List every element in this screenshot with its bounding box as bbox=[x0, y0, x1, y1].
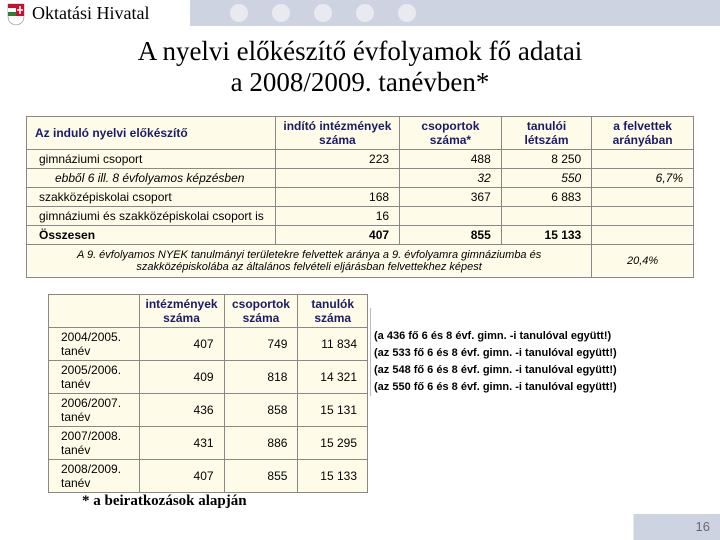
table-years: intézmények száma csoportok száma tanuló… bbox=[48, 294, 368, 493]
col-header: indító intézmények száma bbox=[275, 117, 399, 150]
cell: 15 295 bbox=[298, 427, 368, 460]
cell: 8 250 bbox=[501, 150, 591, 169]
cell: 407 bbox=[275, 226, 399, 245]
row-label: 2005/2006. tanév bbox=[49, 361, 140, 394]
cell: 855 bbox=[224, 460, 298, 493]
table-total-row: Összesen 407 855 15 133 bbox=[27, 226, 694, 245]
header-decor-circles bbox=[230, 4, 416, 22]
cell bbox=[275, 169, 399, 188]
side-divider bbox=[370, 308, 371, 396]
title-line-2: a 2008/2009. tanévben* bbox=[231, 67, 490, 97]
table-row: 2008/2009. tanév 407 855 15 133 bbox=[49, 460, 368, 493]
row-label: 2007/2008. tanév bbox=[49, 427, 140, 460]
col-header: intézmények száma bbox=[139, 295, 224, 328]
side-note: (az 550 fő 6 és 8 évf. gimn. -i tanulóva… bbox=[374, 379, 617, 396]
table-row: 2004/2005. tanév 407 749 11 834 bbox=[49, 328, 368, 361]
table-main: Az induló nyelvi előkészítő indító intéz… bbox=[26, 116, 694, 278]
row-label: szakközépiskolai csoport bbox=[27, 188, 276, 207]
cell: 223 bbox=[275, 150, 399, 169]
cell: 168 bbox=[275, 188, 399, 207]
cell: 15 133 bbox=[298, 460, 368, 493]
cell bbox=[592, 207, 694, 226]
cell: 32 bbox=[400, 169, 502, 188]
cell: 488 bbox=[400, 150, 502, 169]
table-row: ebből 6 ill. 8 évfolyamos képzésben 32 5… bbox=[27, 169, 694, 188]
cell: 886 bbox=[224, 427, 298, 460]
cell: 855 bbox=[400, 226, 502, 245]
row-label: 2008/2009. tanév bbox=[49, 460, 140, 493]
cell: 431 bbox=[139, 427, 224, 460]
org-name: Oktatási Hivatal bbox=[32, 3, 149, 24]
cell: 407 bbox=[139, 460, 224, 493]
footnote: * a beiratkozások alapján bbox=[82, 493, 247, 510]
cell: 14 321 bbox=[298, 361, 368, 394]
cell bbox=[592, 188, 694, 207]
row-label: Összesen bbox=[27, 226, 276, 245]
coat-of-arms-icon bbox=[6, 2, 26, 26]
col-header bbox=[49, 295, 140, 328]
cell: 550 bbox=[501, 169, 591, 188]
cell: 15 133 bbox=[501, 226, 591, 245]
note-value: 20,4% bbox=[592, 245, 694, 278]
note-text: A 9. évfolyamos NYEK tanulmányi területe… bbox=[27, 245, 592, 278]
table-row: gimnáziumi és szakközépiskolai csoport i… bbox=[27, 207, 694, 226]
cell: 11 834 bbox=[298, 328, 368, 361]
side-note: (az 533 fő 6 és 8 évf. gimn. -i tanulóva… bbox=[374, 345, 617, 362]
row-label: gimnáziumi csoport bbox=[27, 150, 276, 169]
row-label: 2004/2005. tanév bbox=[49, 328, 140, 361]
cell: 858 bbox=[224, 394, 298, 427]
cell: 409 bbox=[139, 361, 224, 394]
side-note: (az 548 fő 6 és 8 évf. gimn. -i tanulóva… bbox=[374, 362, 617, 379]
cell bbox=[592, 226, 694, 245]
row-label: ebből 6 ill. 8 évfolyamos képzésben bbox=[27, 169, 276, 188]
cell: 749 bbox=[224, 328, 298, 361]
page-number: 16 bbox=[696, 519, 710, 534]
table-note-row: A 9. évfolyamos NYEK tanulmányi területe… bbox=[27, 245, 694, 278]
row-label: 2006/2007. tanév bbox=[49, 394, 140, 427]
table-row: 2006/2007. tanév 436 858 15 131 bbox=[49, 394, 368, 427]
page-title: A nyelvi előkészítő évfolyamok fő adatai… bbox=[0, 36, 720, 98]
cell: 367 bbox=[400, 188, 502, 207]
cell: 407 bbox=[139, 328, 224, 361]
cell: 16 bbox=[275, 207, 399, 226]
cell bbox=[400, 207, 502, 226]
table-row: 2007/2008. tanév 431 886 15 295 bbox=[49, 427, 368, 460]
cell: 436 bbox=[139, 394, 224, 427]
table-header-row: Az induló nyelvi előkészítő indító intéz… bbox=[27, 117, 694, 150]
title-line-1: A nyelvi előkészítő évfolyamok fő adatai bbox=[138, 36, 583, 66]
footer-band bbox=[0, 514, 720, 540]
cell bbox=[501, 207, 591, 226]
table-row: 2005/2006. tanév 409 818 14 321 bbox=[49, 361, 368, 394]
col-header: Az induló nyelvi előkészítő bbox=[27, 117, 276, 150]
row-label: gimnáziumi és szakközépiskolai csoport i… bbox=[27, 207, 276, 226]
col-header: a felvettek arányában bbox=[592, 117, 694, 150]
table-header-row: intézmények száma csoportok száma tanuló… bbox=[49, 295, 368, 328]
col-header: csoportok száma* bbox=[400, 117, 502, 150]
cell: 6,7% bbox=[592, 169, 694, 188]
side-notes: (a 436 fő 6 és 8 évf. gimn. -i tanulóval… bbox=[374, 311, 617, 396]
col-header: tanulói létszám bbox=[501, 117, 591, 150]
table-row: szakközépiskolai csoport 168 367 6 883 bbox=[27, 188, 694, 207]
side-note: (a 436 fő 6 és 8 évf. gimn. -i tanulóval… bbox=[374, 328, 617, 345]
cell: 6 883 bbox=[501, 188, 591, 207]
table-row: gimnáziumi csoport 223 488 8 250 bbox=[27, 150, 694, 169]
cell bbox=[592, 150, 694, 169]
cell: 15 131 bbox=[298, 394, 368, 427]
col-header: tanulók száma bbox=[298, 295, 368, 328]
cell: 818 bbox=[224, 361, 298, 394]
col-header: csoportok száma bbox=[224, 295, 298, 328]
